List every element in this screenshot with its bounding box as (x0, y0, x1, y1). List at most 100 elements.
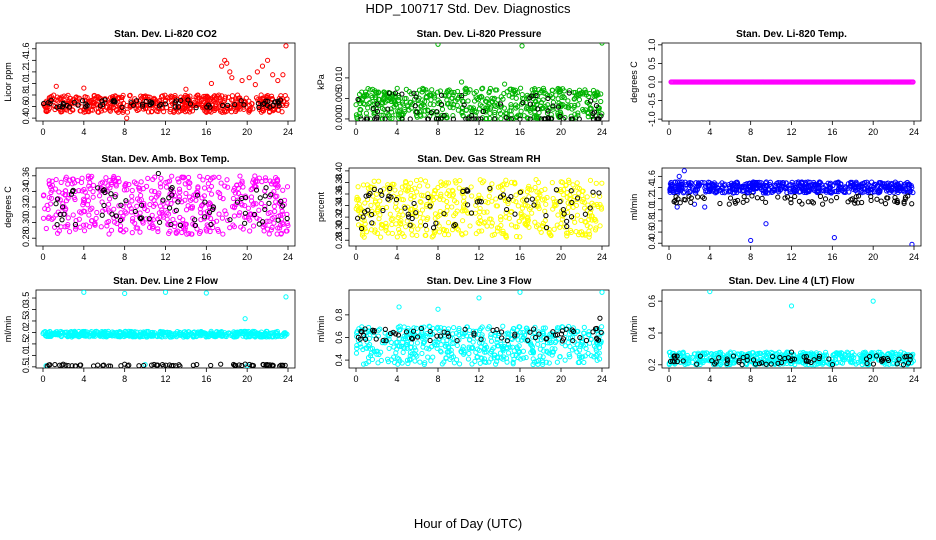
data-point (420, 215, 426, 221)
data-point (492, 109, 498, 116)
data-point (378, 234, 384, 240)
data-point (810, 200, 817, 206)
data-point (550, 99, 557, 105)
data-point (476, 295, 482, 301)
data-point (462, 326, 468, 332)
data-point (465, 98, 471, 104)
data-point (782, 195, 788, 201)
data-point (65, 215, 71, 221)
data-point (559, 216, 565, 222)
data-point (479, 180, 485, 186)
data-point (910, 79, 916, 85)
data-point (851, 184, 857, 190)
data-point (722, 181, 728, 187)
data-point (458, 348, 464, 354)
data-point (136, 363, 142, 368)
data-point (380, 337, 386, 344)
data-point (555, 104, 562, 110)
data-point (362, 221, 368, 227)
panel-3: Stan. Dev. Li-820 Temp.0 4 8 12 16 20 24-1.0-0… (629, 29, 922, 137)
data-point (366, 192, 372, 199)
data-point (234, 199, 241, 205)
x-tick-label: 16 (201, 127, 211, 137)
data-point (75, 102, 81, 108)
data-point (162, 290, 169, 295)
data-point (846, 189, 852, 195)
data-point (570, 337, 576, 344)
data-point (54, 196, 61, 202)
data-point (235, 190, 242, 197)
data-point (591, 109, 598, 115)
data-point (544, 335, 550, 342)
data-point (133, 180, 139, 187)
data-point (449, 204, 455, 210)
data-point (240, 226, 246, 232)
data-point (590, 192, 596, 199)
data-point (372, 116, 378, 121)
data-point (570, 182, 576, 188)
data-point (417, 359, 423, 365)
data-point (190, 362, 196, 368)
data-point (512, 211, 518, 217)
data-point (487, 110, 493, 117)
data-point (205, 181, 211, 187)
data-point (242, 220, 248, 226)
data-point (524, 115, 530, 121)
data-point (387, 211, 393, 217)
data-point (514, 90, 521, 96)
data-point (222, 183, 228, 189)
data-point (403, 86, 409, 92)
data-point (897, 180, 904, 186)
data-point (408, 340, 415, 346)
data-point (425, 116, 431, 121)
data-point (599, 180, 605, 186)
data-point (887, 183, 893, 189)
data-point (459, 108, 465, 115)
data-point (91, 100, 98, 106)
data-point (590, 189, 596, 195)
data-point (598, 204, 604, 210)
data-point (494, 228, 500, 234)
data-point (853, 185, 859, 191)
data-point (747, 184, 753, 190)
data-point (353, 112, 360, 118)
data-point (530, 334, 536, 340)
data-point (798, 184, 805, 190)
data-point (164, 95, 171, 101)
data-point (423, 94, 429, 100)
data-point (587, 205, 593, 211)
data-point (86, 183, 92, 189)
data-point (261, 100, 267, 107)
data-point (402, 205, 408, 211)
data-point (504, 182, 510, 188)
data-point (90, 194, 96, 200)
data-point (176, 179, 182, 185)
data-point (137, 187, 143, 193)
data-point (180, 217, 186, 223)
data-point (126, 362, 132, 368)
y-axis-label: ml/min (629, 316, 639, 343)
data-point (487, 115, 493, 121)
x-tick-label: 12 (160, 252, 170, 262)
data-point (550, 103, 556, 109)
data-point (580, 91, 586, 97)
data-point (561, 211, 567, 217)
data-point (441, 329, 447, 335)
data-point (79, 188, 85, 194)
data-point (132, 334, 138, 340)
data-point (365, 207, 371, 213)
data-point (178, 97, 184, 104)
data-point (260, 219, 266, 225)
data-point (252, 82, 258, 88)
data-point (387, 330, 394, 337)
data-point (269, 96, 275, 102)
data-point (168, 98, 175, 104)
data-point (418, 177, 424, 183)
y-tick-label: 0.8 (647, 215, 657, 228)
data-point (469, 361, 475, 367)
data-point (81, 333, 87, 339)
data-point (272, 208, 278, 214)
data-point (231, 204, 238, 210)
data-point (95, 185, 101, 191)
